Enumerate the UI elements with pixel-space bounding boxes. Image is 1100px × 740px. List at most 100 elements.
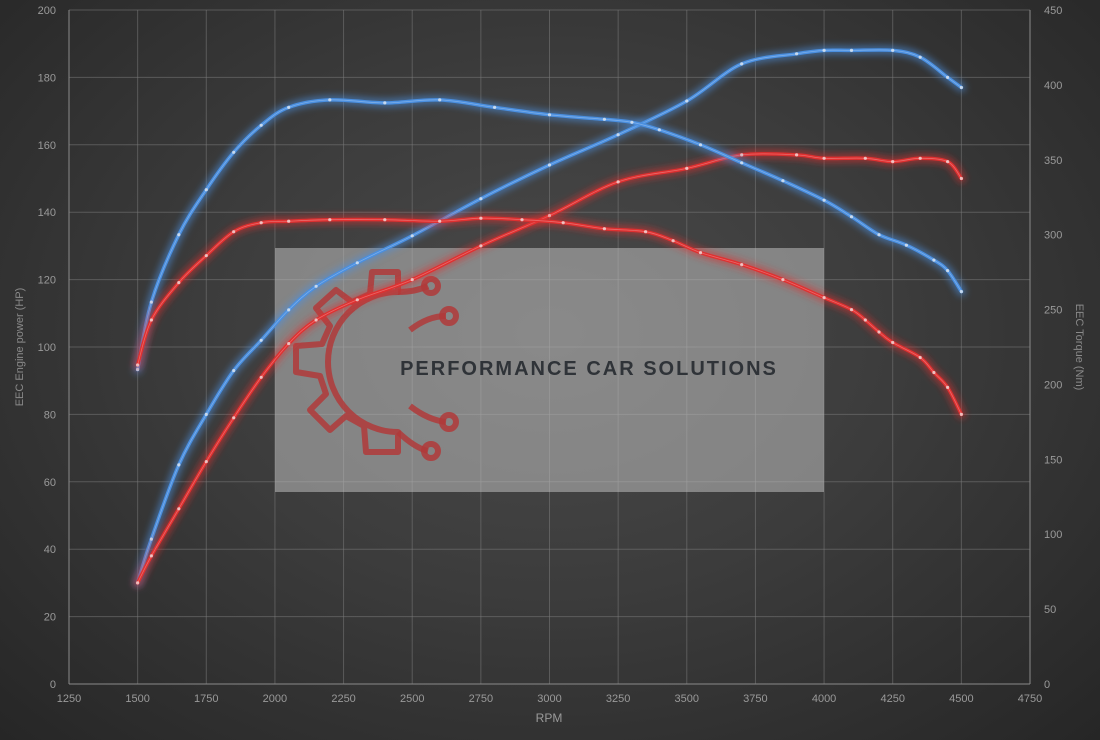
torque-tuned-point	[904, 243, 909, 247]
torque-stock-line	[135, 216, 964, 417]
torque-stock-point	[822, 296, 826, 300]
left-y-tick-label: 80	[44, 409, 56, 421]
x-tick-label: 3000	[537, 693, 561, 705]
torque-tuned-point	[849, 215, 854, 219]
watermark: PERFORMANCE CAR SOLUTIONS	[275, 248, 824, 492]
torque-stock-point	[561, 221, 565, 225]
power-tuned-point	[177, 463, 181, 467]
left-y-tick-label: 200	[38, 5, 56, 17]
torque-stock-point	[383, 218, 387, 222]
left-y-tick-labels: 0 20 40 60 80 100 120 140 160 180 200	[38, 5, 56, 691]
power-tuned-point	[259, 338, 263, 342]
torque-stock-point	[602, 227, 607, 231]
torque-stock-point	[232, 230, 236, 234]
right-y-tick-labels: 0 50 100 150 200 250 300 350 400 450	[1044, 5, 1062, 691]
torque-tuned-point	[822, 198, 826, 202]
power-stock-point	[822, 156, 826, 160]
power-tuned-point	[795, 52, 799, 56]
torque-stock-point	[740, 263, 744, 267]
power-stock-point	[314, 318, 318, 322]
torque-stock-point	[328, 218, 332, 222]
left-y-tick-label: 120	[38, 275, 56, 287]
watermark-text: PERFORMANCE CAR SOLUTIONS	[400, 358, 778, 380]
power-tuned-point	[479, 197, 483, 201]
power-tuned-point	[616, 133, 620, 137]
power-stock-point	[863, 156, 867, 160]
power-stock-point	[232, 416, 236, 420]
power-stock-point	[287, 342, 291, 346]
power-stock-point	[410, 278, 414, 282]
power-stock-point	[918, 156, 922, 160]
left-y-tick-label: 0	[50, 679, 56, 691]
power-tuned-point	[685, 99, 689, 103]
torque-tuned-point	[932, 258, 936, 262]
power-tuned-point	[822, 48, 826, 53]
right-y-tick-label: 150	[1044, 454, 1062, 466]
torque-stock-point	[259, 221, 263, 225]
right-y-tick-label: 400	[1044, 80, 1062, 92]
torque-stock-point	[877, 330, 881, 334]
left-y-tick-label: 180	[38, 72, 56, 84]
x-tick-label: 4000	[812, 693, 836, 705]
right-y-tick-label: 100	[1044, 529, 1062, 541]
x-tick-label: 2750	[469, 693, 493, 705]
power-stock-point	[795, 153, 799, 157]
power-tuned-point	[410, 234, 414, 238]
power-stock-point	[946, 160, 950, 164]
power-stock-point	[136, 581, 140, 585]
power-tuned-point	[314, 284, 318, 288]
left-y-tick-label: 140	[38, 207, 56, 219]
torque-stock-point	[136, 363, 140, 367]
torque-stock-point	[891, 340, 895, 345]
torque-stock-point	[946, 385, 950, 389]
power-stock-point	[740, 153, 744, 157]
power-stock-point	[479, 244, 483, 248]
torque-stock-point	[438, 219, 442, 223]
torque-tuned-point	[232, 150, 236, 154]
power-tuned-point	[149, 537, 153, 541]
torque-stock-series	[133, 213, 966, 419]
torque-stock-point	[671, 239, 675, 243]
torque-stock-point	[204, 254, 208, 258]
right-y-tick-label: 250	[1044, 305, 1062, 317]
torque-tuned-point	[287, 105, 291, 109]
torque-tuned-point	[438, 98, 442, 102]
power-stock-point	[547, 214, 552, 218]
torque-tuned-point	[630, 120, 634, 124]
torque-stock-point	[287, 219, 291, 223]
power-stock-point	[355, 298, 359, 302]
power-tuned-point	[355, 261, 359, 265]
torque-tuned-series	[133, 95, 966, 374]
right-y-tick-label: 200	[1044, 379, 1062, 391]
torque-stock-point	[781, 278, 785, 282]
right-y-axis-label: EEC Torque (Nm)	[1073, 304, 1085, 391]
x-tick-label: 2250	[331, 693, 355, 705]
power-stock-highlight	[137, 153, 962, 584]
axes	[68, 10, 1031, 685]
power-tuned-point	[959, 85, 964, 90]
power-tuned-point	[287, 308, 291, 312]
torque-stock-point	[698, 251, 703, 255]
torque-stock-point	[520, 218, 524, 222]
torque-stock-point	[863, 318, 867, 322]
right-y-tick-label: 350	[1044, 155, 1062, 167]
torque-tuned-point	[259, 123, 263, 127]
torque-tuned-point	[493, 105, 497, 109]
torque-stock-point	[959, 412, 964, 416]
power-stock-point	[177, 507, 181, 511]
torque-stock-point	[177, 281, 181, 285]
power-tuned-series	[133, 45, 966, 588]
x-tick-label: 2000	[263, 693, 287, 705]
x-tick-label: 3500	[675, 693, 699, 705]
power-stock-point	[685, 166, 689, 170]
power-tuned-highlight	[137, 49, 962, 584]
left-y-tick-label: 160	[38, 140, 56, 152]
torque-stock-point	[644, 230, 648, 234]
power-stock-point	[149, 554, 153, 558]
power-tuned-line	[135, 48, 964, 585]
power-tuned-point	[946, 75, 950, 79]
torque-tuned-point	[204, 188, 208, 192]
torque-stock-point	[849, 308, 854, 312]
left-y-tick-label: 60	[44, 477, 56, 489]
